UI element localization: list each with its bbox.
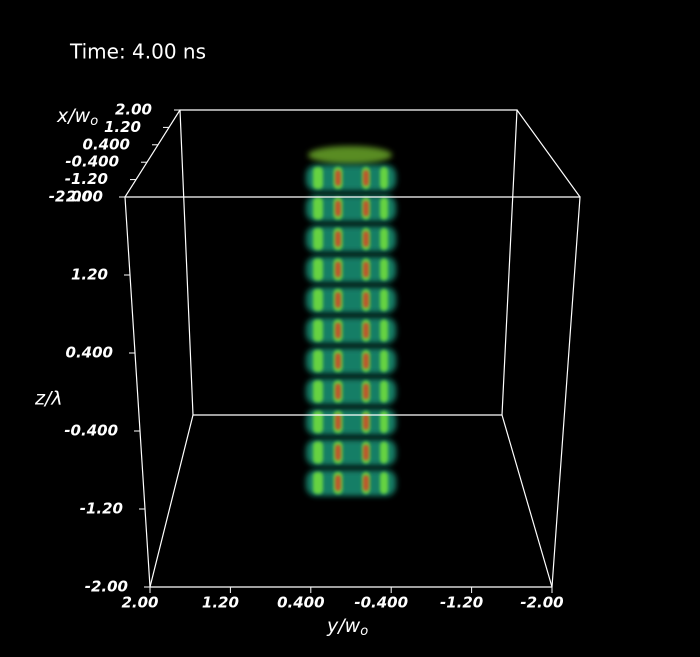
volume-core xyxy=(363,200,369,217)
volume-core xyxy=(335,383,341,400)
z-tick-label: -2.00 xyxy=(85,578,128,596)
y-axis-label: y/wo xyxy=(326,615,368,639)
z-tick-label: 2.00 xyxy=(66,188,103,206)
volume-core xyxy=(363,292,369,308)
volume-ring xyxy=(380,472,388,494)
volume-slab xyxy=(306,165,396,191)
volume-core xyxy=(335,475,341,491)
x-tick-label: 2.00 xyxy=(115,101,152,119)
volume-ring xyxy=(313,441,323,464)
volume-ring xyxy=(380,197,388,220)
box-edge xyxy=(149,414,194,588)
volume-core xyxy=(363,170,369,186)
volume-ring xyxy=(313,411,323,433)
volume-slab xyxy=(306,470,396,496)
volume-ring xyxy=(313,197,323,220)
z-tick-label: 0.400 xyxy=(66,344,113,362)
volume-ring xyxy=(313,167,323,189)
volume-core xyxy=(335,353,341,369)
volume-ring xyxy=(380,228,388,250)
y-tick-label: 1.20 xyxy=(202,594,239,612)
volume-render xyxy=(306,146,396,496)
volume-cap xyxy=(308,146,392,164)
volume-core xyxy=(335,170,341,186)
volume-ring xyxy=(380,319,388,342)
box-edge xyxy=(501,414,553,588)
y-tick-label: -1.20 xyxy=(440,594,483,612)
volume-ring xyxy=(380,289,388,311)
volume-ring xyxy=(380,441,388,464)
volume-slab xyxy=(306,195,396,222)
volume-ring xyxy=(313,289,323,311)
z-axis-label: z/λ xyxy=(34,388,63,410)
box-edge xyxy=(516,109,581,198)
y-axis-label-sub: o xyxy=(360,624,368,639)
volume-ring xyxy=(380,167,388,189)
volume-slab xyxy=(306,256,396,283)
volume-ring xyxy=(380,258,388,281)
x-tick-label: -1.20 xyxy=(65,170,108,188)
volume-ring xyxy=(313,228,323,250)
volume-core xyxy=(363,444,369,461)
y-tick-label: -0.400 xyxy=(354,594,408,612)
z-tick-label: 1.20 xyxy=(71,266,108,284)
volume-slab xyxy=(306,226,396,252)
volume-slab xyxy=(306,287,396,313)
volume-core xyxy=(363,475,369,491)
volume-core xyxy=(363,261,369,278)
volume-core xyxy=(335,200,341,217)
x-axis-label: x/wo xyxy=(56,105,98,129)
volume-core xyxy=(363,231,369,247)
y-axis-label-main: y/w xyxy=(326,615,361,637)
x-tick-label: -2.00 xyxy=(49,188,92,206)
volume-slab xyxy=(306,317,396,344)
volume-ring xyxy=(313,350,323,372)
volume-core xyxy=(335,444,341,461)
x-tick-label: -0.400 xyxy=(65,153,119,171)
volume-slab xyxy=(306,439,396,466)
volume-core xyxy=(335,414,341,430)
volume-core xyxy=(363,353,369,369)
y-tick-label: -2.00 xyxy=(520,594,563,612)
volume-ring xyxy=(380,350,388,372)
y-tick-label: 2.00 xyxy=(121,594,158,612)
z-tick-label: -0.400 xyxy=(64,422,118,440)
z-tick-label: -1.20 xyxy=(80,500,123,518)
volume-slab xyxy=(306,348,396,374)
x-tick-label: 0.400 xyxy=(83,135,130,153)
volume-slab xyxy=(306,378,396,405)
volume-ring xyxy=(313,319,323,342)
volume-core xyxy=(363,322,369,339)
y-tick-label: 0.400 xyxy=(277,594,324,612)
x-axis-label-sub: o xyxy=(90,114,98,129)
x-tick-label: 1.20 xyxy=(104,118,141,136)
volume-core xyxy=(363,383,369,400)
volume-core xyxy=(363,414,369,430)
box-edge xyxy=(124,109,181,198)
volume-ring xyxy=(380,380,388,403)
volume-core xyxy=(335,292,341,308)
volume-ring xyxy=(313,472,323,494)
time-label: Time: 4.00 ns xyxy=(69,40,206,64)
volume-core xyxy=(335,322,341,339)
volume-core xyxy=(335,261,341,278)
volume-ring xyxy=(313,258,323,281)
volume-ring xyxy=(313,380,323,403)
x-axis-label-main: x/w xyxy=(56,105,91,127)
volume-ring xyxy=(380,411,388,433)
volume-core xyxy=(335,231,341,247)
